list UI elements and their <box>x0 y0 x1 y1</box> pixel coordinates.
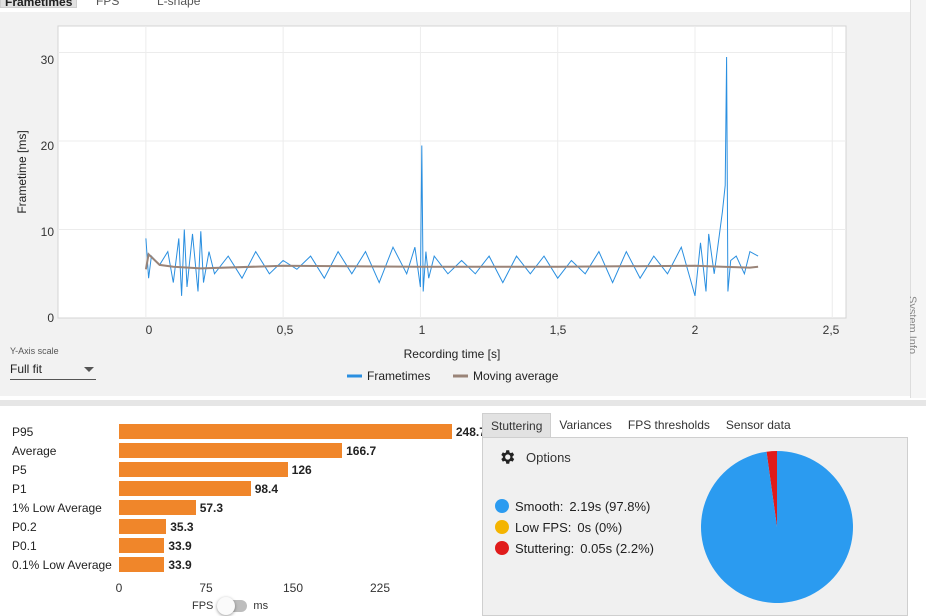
toggle-left-label: FPS <box>192 600 214 612</box>
x-tick-label: 2,5 <box>823 323 840 337</box>
bar-label: 0.1% Low Average <box>12 558 112 572</box>
moving-average-series-line <box>144 252 759 270</box>
legend-frametimes-label: Frametimes <box>367 369 430 383</box>
bar-value-label: 98.4 <box>254 482 279 496</box>
bar-label: P1 <box>12 482 27 496</box>
x-tick-label: 1,5 <box>550 323 567 337</box>
tab-l-shape[interactable]: L-shape <box>157 0 201 8</box>
panel-divider[interactable] <box>0 400 926 406</box>
bar-value-label: 33.9 <box>168 558 192 572</box>
y-axis-scale-label: Y-Axis scale <box>10 346 59 356</box>
fps-ms-toggle[interactable] <box>217 597 248 615</box>
y-tick-label: 30 <box>41 53 55 67</box>
bar-label: P0.1 <box>12 539 37 553</box>
bar-value-label: 126 <box>291 463 312 477</box>
x-axis-title: Recording time [s] <box>404 347 501 361</box>
tab-variances[interactable]: Variances <box>559 418 612 432</box>
y-tick-label: 10 <box>41 225 55 239</box>
tab-frametimes[interactable]: Frametimes <box>0 0 78 9</box>
legend-value: 0.05s (2.2%) <box>580 540 654 556</box>
gridlines <box>58 26 846 318</box>
bar-label: 1% Low Average <box>12 501 102 515</box>
x-axis-ticks: 0 0,5 1 1,5 2 2,5 <box>146 323 840 337</box>
bar-label: Average <box>12 444 57 458</box>
bar-label: P95 <box>12 425 34 439</box>
legend-smooth: Smooth: 2.19s (97.8%) <box>495 497 650 515</box>
legend-dot <box>495 520 509 534</box>
bar-x-tick-label: 225 <box>369 581 391 595</box>
toggle-knob[interactable] <box>217 597 236 615</box>
bar <box>119 481 251 496</box>
tab-fps-thresholds[interactable]: FPS thresholds <box>627 418 710 432</box>
tab-fps[interactable]: FPS <box>96 0 120 8</box>
bar-value-label: 35.3 <box>170 520 194 534</box>
bar-value-label: 33.9 <box>168 539 192 553</box>
y-axis-scale-select[interactable]: Full fit <box>10 360 96 380</box>
y-tick-label: 20 <box>41 139 55 153</box>
bar-x-tick-label: 75 <box>199 581 213 595</box>
options-label: Options <box>526 449 571 465</box>
legend-low-fps: Low FPS: 0s (0%) <box>495 518 622 536</box>
y-axis-scale-value: Full fit <box>10 362 43 376</box>
bar-x-tick-label: 0 <box>115 581 123 595</box>
legend-label: Low FPS: <box>515 519 572 535</box>
tab-stuttering[interactable]: Stuttering <box>482 413 552 437</box>
bar <box>119 424 452 439</box>
chevron-down-icon <box>84 367 94 372</box>
bar <box>119 538 165 553</box>
frametimes-series-line <box>145 56 759 297</box>
options-button[interactable]: Options <box>498 448 571 466</box>
bar <box>119 443 343 458</box>
stuttering-pie-chart <box>701 451 853 603</box>
frametime-chart: 0 10 20 30 0 0,5 1 1,5 2 2,5 Frametime [… <box>15 25 847 383</box>
bar <box>119 557 165 572</box>
x-tick-label: 0 <box>146 323 153 337</box>
legend-moving-average-label: Moving average <box>473 369 559 383</box>
bar-value-label: 57.3 <box>199 501 224 515</box>
analysis-tab-bar: Stuttering Variances FPS thresholds Sens… <box>482 413 799 437</box>
chart-legend: Frametimes Moving average <box>347 369 559 383</box>
x-tick-label: 1 <box>419 323 426 337</box>
tab-sensor-data[interactable]: Sensor data <box>725 418 791 432</box>
toggle-right-label: ms <box>253 600 269 612</box>
gear-icon <box>501 450 515 464</box>
x-tick-label: 2 <box>692 323 699 337</box>
y-axis-ticks: 0 10 20 30 <box>41 53 55 325</box>
pie-slice-stuttering <box>766 451 777 527</box>
bar <box>119 462 288 477</box>
chart-tab-bar: Frametimes FPS L-shape <box>0 0 926 10</box>
legend-label: Smooth: <box>515 498 564 514</box>
pie-slice-smooth <box>701 451 853 603</box>
side-panel-collapsed[interactable] <box>910 0 926 398</box>
bar-label: P5 <box>12 463 27 477</box>
bar-value-label: 166.7 <box>346 444 377 458</box>
fps-ms-toggle-row: FPS ms <box>192 597 269 615</box>
bar-value-label: 248.7 <box>455 425 486 439</box>
bar-label: P0.2 <box>12 520 37 534</box>
legend-value: 0s (0%) <box>577 519 623 535</box>
x-tick-label: 0,5 <box>277 323 294 337</box>
legend-stuttering: Stuttering: 0.05s (2.2%) <box>495 539 654 557</box>
y-tick-label: 0 <box>47 311 54 325</box>
legend-label: Stuttering: <box>515 540 575 556</box>
y-axis-title: Frametime [ms] <box>15 130 29 213</box>
legend-dot <box>495 541 509 555</box>
legend-value: 2.19s (97.8%) <box>569 498 651 514</box>
bar <box>119 519 167 534</box>
bar-x-tick-label: 150 <box>282 581 304 595</box>
bar <box>119 500 196 515</box>
legend-dot <box>495 499 509 513</box>
